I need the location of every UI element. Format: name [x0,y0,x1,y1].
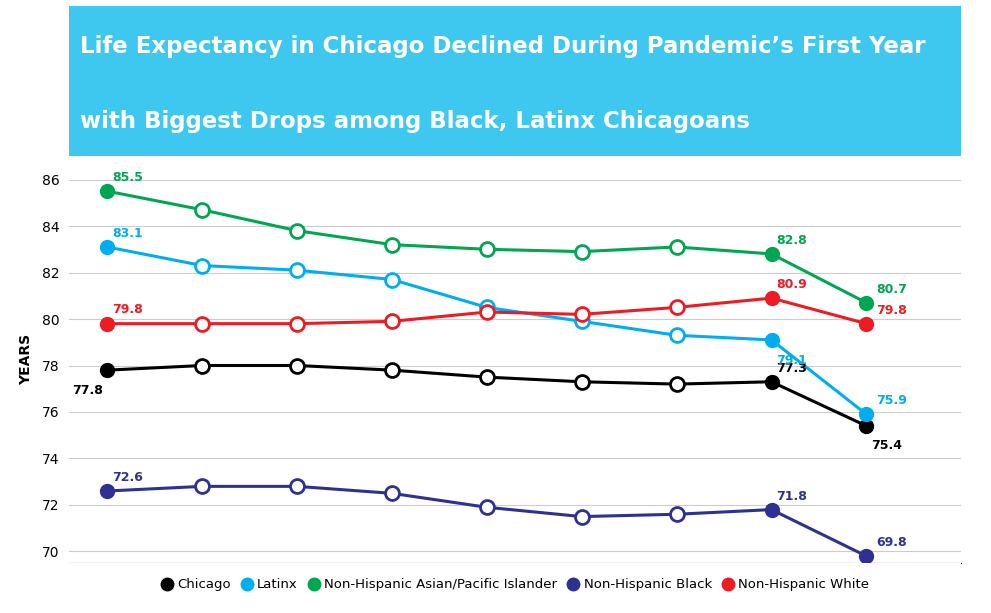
Text: 85.5: 85.5 [112,171,143,184]
Text: 75.9: 75.9 [876,394,907,407]
Y-axis label: YEARS: YEARS [20,334,34,385]
Text: 80.7: 80.7 [876,283,907,295]
Text: with Biggest Drops among Black, Latinx Chicagoans: with Biggest Drops among Black, Latinx C… [80,110,750,134]
Text: 80.9: 80.9 [776,278,807,291]
Text: 79.8: 79.8 [112,303,143,316]
Text: Life Expectancy in Chicago Declined During Pandemic’s First Year: Life Expectancy in Chicago Declined Duri… [80,36,926,58]
Text: 69.8: 69.8 [876,536,907,549]
Text: 83.1: 83.1 [112,227,143,240]
Text: 71.8: 71.8 [776,490,807,503]
Text: 79.8: 79.8 [876,303,907,317]
Text: 79.1: 79.1 [776,354,807,367]
Text: 72.6: 72.6 [112,471,143,484]
Legend: Chicago, Latinx, Non-Hispanic Asian/Pacific Islander, Non-Hispanic Black, Non-Hi: Chicago, Latinx, Non-Hispanic Asian/Paci… [156,573,875,596]
Text: 75.4: 75.4 [871,438,902,452]
Text: 77.3: 77.3 [776,362,807,375]
Text: 77.8: 77.8 [71,384,103,397]
Text: 82.8: 82.8 [776,234,807,247]
